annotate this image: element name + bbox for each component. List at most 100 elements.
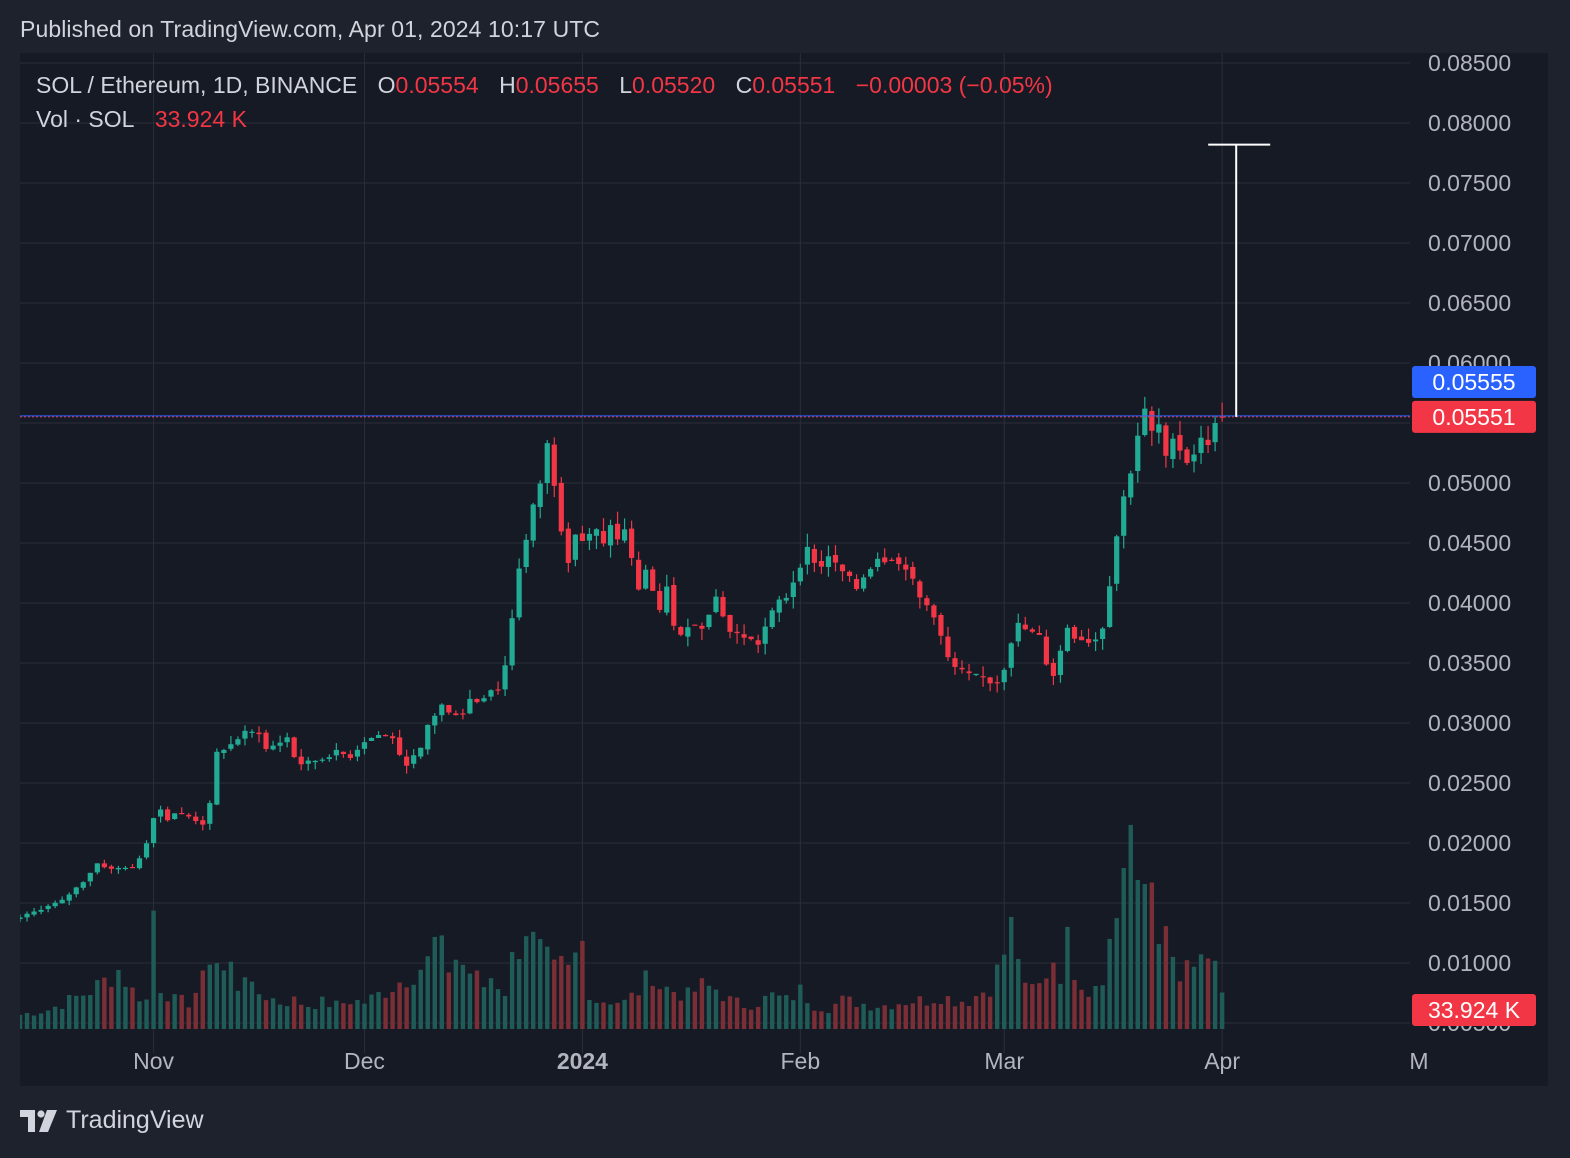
volume-bar	[945, 996, 951, 1029]
volume-bar	[601, 1002, 606, 1029]
volume-bar	[95, 980, 100, 1029]
candle-body	[52, 902, 58, 907]
low-label: L	[619, 72, 633, 98]
volume-bar	[720, 1001, 726, 1029]
candle-body	[143, 843, 150, 858]
volume-bar	[59, 1008, 65, 1029]
candle-body	[361, 742, 368, 749]
candle-body	[1212, 423, 1218, 443]
volume-label[interactable]: Vol · SOL	[36, 106, 135, 132]
volume-bar	[713, 989, 719, 1029]
candle-body	[741, 634, 747, 638]
candle-body	[1064, 627, 1071, 651]
volume-bar	[622, 999, 627, 1029]
candle-body	[629, 528, 635, 558]
volume-bar	[770, 992, 775, 1029]
volume-bar	[762, 995, 768, 1029]
candle-body	[825, 556, 832, 567]
y-tick-label: 0.04000	[1428, 590, 1511, 616]
volume-bar	[116, 969, 121, 1029]
candle-body	[186, 814, 192, 817]
volume-bar	[987, 996, 993, 1029]
volume-bar	[502, 995, 508, 1029]
volume-bar	[692, 991, 698, 1029]
y-tick-label: 0.05000	[1428, 470, 1511, 496]
volume-bar	[509, 952, 515, 1029]
volume-bar	[861, 1003, 866, 1029]
candle-body	[1135, 435, 1141, 471]
volume-bar	[1184, 960, 1190, 1029]
volume-bar	[608, 1004, 613, 1029]
volume-bar	[1149, 882, 1155, 1029]
candle-body	[643, 569, 649, 589]
volume-bar	[559, 955, 564, 1029]
volume-bar	[404, 987, 409, 1029]
candle-body	[214, 751, 220, 805]
candle-body	[495, 689, 501, 691]
last-price-tag-label: 0.05551	[1432, 404, 1515, 430]
candle-body	[685, 627, 691, 637]
tradingview-logo[interactable]: TradingView	[20, 1106, 204, 1135]
volume-bar	[685, 987, 691, 1029]
volume-bar	[643, 970, 648, 1029]
candle-body	[305, 760, 311, 764]
chart-area[interactable]	[20, 53, 1548, 1086]
volume-bar	[439, 935, 444, 1029]
volume-bar	[530, 931, 536, 1029]
volume-bar	[20, 1014, 23, 1029]
candle-body	[481, 698, 487, 702]
volume-bar	[819, 1011, 824, 1029]
candle-body	[790, 582, 796, 597]
candle-body	[425, 724, 431, 750]
symbol-label[interactable]: SOL / Ethereum, 1D, BINANCE	[36, 72, 358, 98]
volume-bar	[38, 1013, 44, 1029]
candle-body	[713, 596, 719, 612]
candle-body	[593, 529, 600, 536]
volume-bar	[263, 1000, 269, 1029]
candle-body	[516, 568, 522, 618]
volume-bar	[186, 1007, 191, 1029]
candle-body	[600, 531, 607, 544]
high-value: 0.05655	[515, 72, 599, 98]
candlestick-chart[interactable]: 0.085000.080000.075000.070000.065000.060…	[20, 53, 1548, 1086]
volume-bar	[130, 987, 135, 1029]
volume-bar	[910, 1003, 916, 1029]
volume-bar	[341, 1003, 346, 1029]
volume-bar	[1030, 984, 1035, 1029]
volume-bar	[1009, 916, 1014, 1029]
candle-body	[193, 816, 199, 822]
y-tick-label: 0.02000	[1428, 830, 1511, 856]
volume-bar	[826, 1013, 831, 1029]
volume-bar	[81, 995, 86, 1029]
candle-body	[1001, 669, 1007, 683]
tradingview-logo-icon	[20, 1109, 57, 1132]
candle-body	[122, 867, 129, 870]
volume-bar	[397, 982, 402, 1029]
bid-price-tag	[1412, 366, 1536, 398]
candle-body	[432, 715, 438, 726]
volume-bar	[657, 989, 662, 1029]
volume-bar	[741, 1007, 747, 1029]
volume-bar	[256, 994, 262, 1029]
ohlc-legend: SOL / Ethereum, 1D, BINANCE O0.05554 H0.…	[36, 72, 1053, 99]
volume-bar	[805, 1003, 810, 1029]
y-tick-label: 0.08500	[1428, 53, 1511, 76]
candle-body	[453, 713, 459, 716]
candle-body	[657, 591, 663, 610]
candle-body	[861, 577, 867, 589]
volume-bar	[636, 995, 641, 1029]
volume-bar	[1086, 996, 1091, 1029]
candle-body	[987, 677, 993, 684]
candle-body	[1219, 416, 1225, 418]
candle-body	[952, 658, 958, 668]
volume-bar	[306, 1006, 311, 1029]
volume-bar	[369, 994, 374, 1029]
y-tick-label: 0.03500	[1428, 650, 1511, 676]
candle-body	[776, 599, 782, 613]
volume-bar	[671, 992, 676, 1029]
candle-body	[45, 905, 51, 909]
candle-body	[994, 682, 1000, 684]
candle-body	[607, 525, 614, 546]
volume-bar	[411, 984, 416, 1029]
candle-body	[263, 732, 269, 749]
